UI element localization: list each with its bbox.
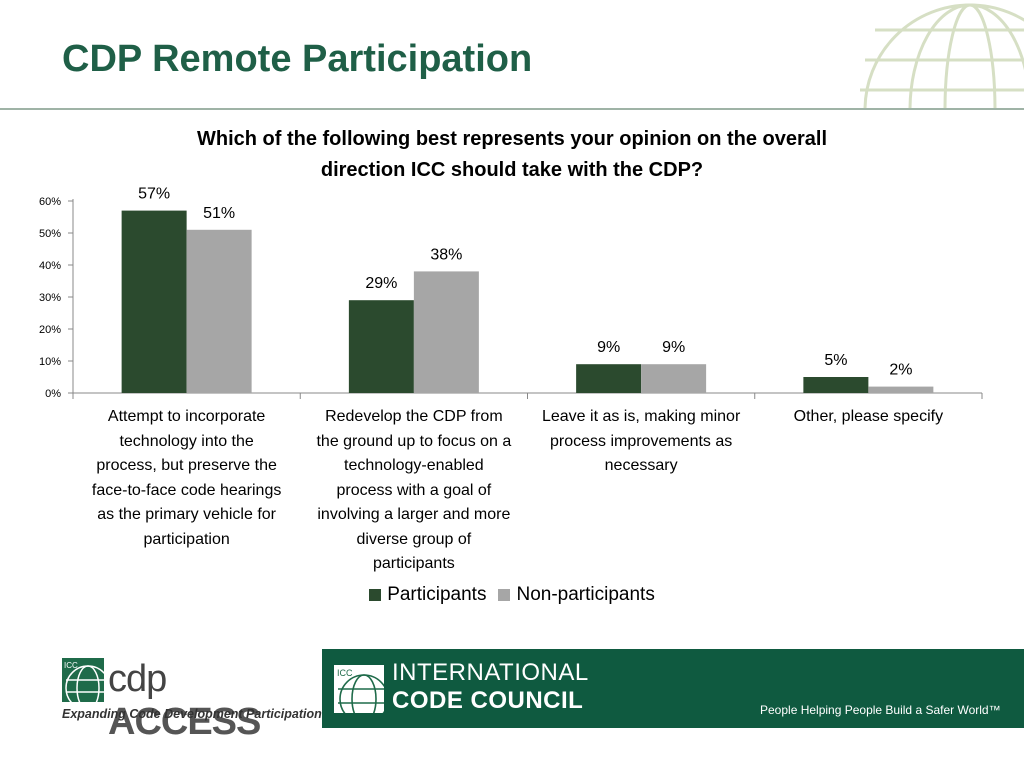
y-tick-label: 30% [39, 292, 61, 304]
x-category-label-line: process with a goal of [336, 481, 492, 499]
legend-item-non-participants: Non-participants [498, 584, 655, 606]
x-category-label-line: participants [372, 555, 455, 572]
slide-title: CDP Remote Participation [62, 38, 533, 80]
bar-participants [348, 300, 414, 393]
bar-participants [803, 377, 869, 393]
icc-badge: ICC [337, 668, 353, 678]
x-category-label-line: the ground up to focus on a [316, 432, 512, 450]
x-category-label-line: Attempt to incorporate [107, 408, 266, 425]
x-category-label-line: as the primary vehicle for [97, 506, 276, 523]
data-label: 5% [824, 352, 847, 369]
data-label: 2% [889, 362, 912, 379]
bar-participants [121, 210, 187, 393]
x-category-label-line: face-to-face code hearings [91, 481, 282, 499]
cdp-tagline: Expanding Code Development Participation [62, 707, 322, 721]
bar-chart: 0% 10% 20% 30% 40% 50% 60% 57% 51% 29% 38% 9% 9% 5% 2% [39, 186, 983, 400]
x-category-label-line: technology-enabled [344, 457, 484, 474]
icc-footer-bar: ICC INTERNATIONAL CODE COUNCIL People He… [322, 649, 1024, 728]
globe-graphic [860, 3, 1024, 108]
y-tick-label: 10% [39, 356, 61, 368]
chart-title-line-2: direction ICC should take with the CDP? [320, 159, 704, 181]
y-tick-label: 60% [39, 196, 61, 208]
legend-label-non-participants: Non-participants [516, 584, 655, 605]
bar-non-participants [413, 271, 479, 393]
x-category-label: Other, please specify [751, 405, 986, 430]
y-tick-label: 0% [45, 388, 61, 400]
cdp-wordmark: cdp [108, 658, 167, 700]
x-category-label-line: Redevelop the CDP from [325, 408, 503, 425]
icc-name-line-1: INTERNATIONAL [392, 659, 589, 686]
data-label: 57% [138, 186, 170, 203]
bar-non-participants [641, 364, 707, 393]
chart-title-line-1: Which of the following best represents y… [196, 128, 828, 150]
cdp-globe-icon: ICC [62, 658, 104, 702]
icc-name-line-2: CODE COUNCIL [392, 687, 584, 714]
x-category-label: Leave it as is, making minor process impr… [524, 405, 759, 479]
data-label: 9% [662, 339, 685, 356]
title-divider [0, 108, 1024, 110]
bar-non-participants [868, 386, 934, 393]
legend-swatch-non-participants [498, 589, 511, 601]
x-category-label-line: process improvements as [549, 432, 733, 450]
x-category-label-line: Other, please specify [793, 408, 944, 425]
bar-non-participants [186, 229, 252, 393]
x-category-label: Attempt to incorporate technology into th… [69, 405, 304, 552]
icc-globe-icon: ICC [334, 665, 384, 713]
cdp-access-wordmark: cdp ACCESS [108, 658, 302, 744]
x-category-label-line: involving a larger and more [317, 506, 511, 523]
access-wordmark: ACCESS [108, 701, 261, 743]
data-label: 51% [203, 205, 235, 222]
x-category-label-line: participation [143, 530, 230, 548]
data-label: 38% [430, 246, 462, 263]
legend-item-participants: Participants [369, 584, 486, 606]
data-label: 29% [365, 275, 397, 292]
data-label: 9% [597, 339, 620, 356]
x-category-label: Redevelop the CDP from the ground up to f… [296, 405, 531, 577]
y-tick-label: 20% [39, 324, 61, 336]
cdp-access-logo: ICC cdp ACCESS Expanding Code Developmen… [62, 656, 322, 743]
legend-swatch-participants [369, 589, 382, 601]
x-category-label-line: process, but preserve the [96, 457, 277, 474]
x-category-label-line: diverse group of [356, 530, 472, 548]
chart-title: Which of the following best represents y… [140, 124, 884, 186]
legend-label-participants: Participants [387, 584, 487, 605]
x-category-label-line: technology into the [119, 432, 254, 450]
y-tick-label: 40% [39, 260, 61, 272]
svg-text:ICC: ICC [64, 661, 78, 670]
chart-legend: Participants Non-participants [0, 584, 1024, 606]
icc-tagline: People Helping People Build a Safer Worl… [760, 703, 1001, 717]
x-category-label-line: Leave it as is, making minor [541, 408, 741, 425]
y-tick-label: 50% [39, 228, 61, 240]
x-category-label-line: necessary [604, 457, 678, 474]
bar-participants [576, 364, 642, 393]
